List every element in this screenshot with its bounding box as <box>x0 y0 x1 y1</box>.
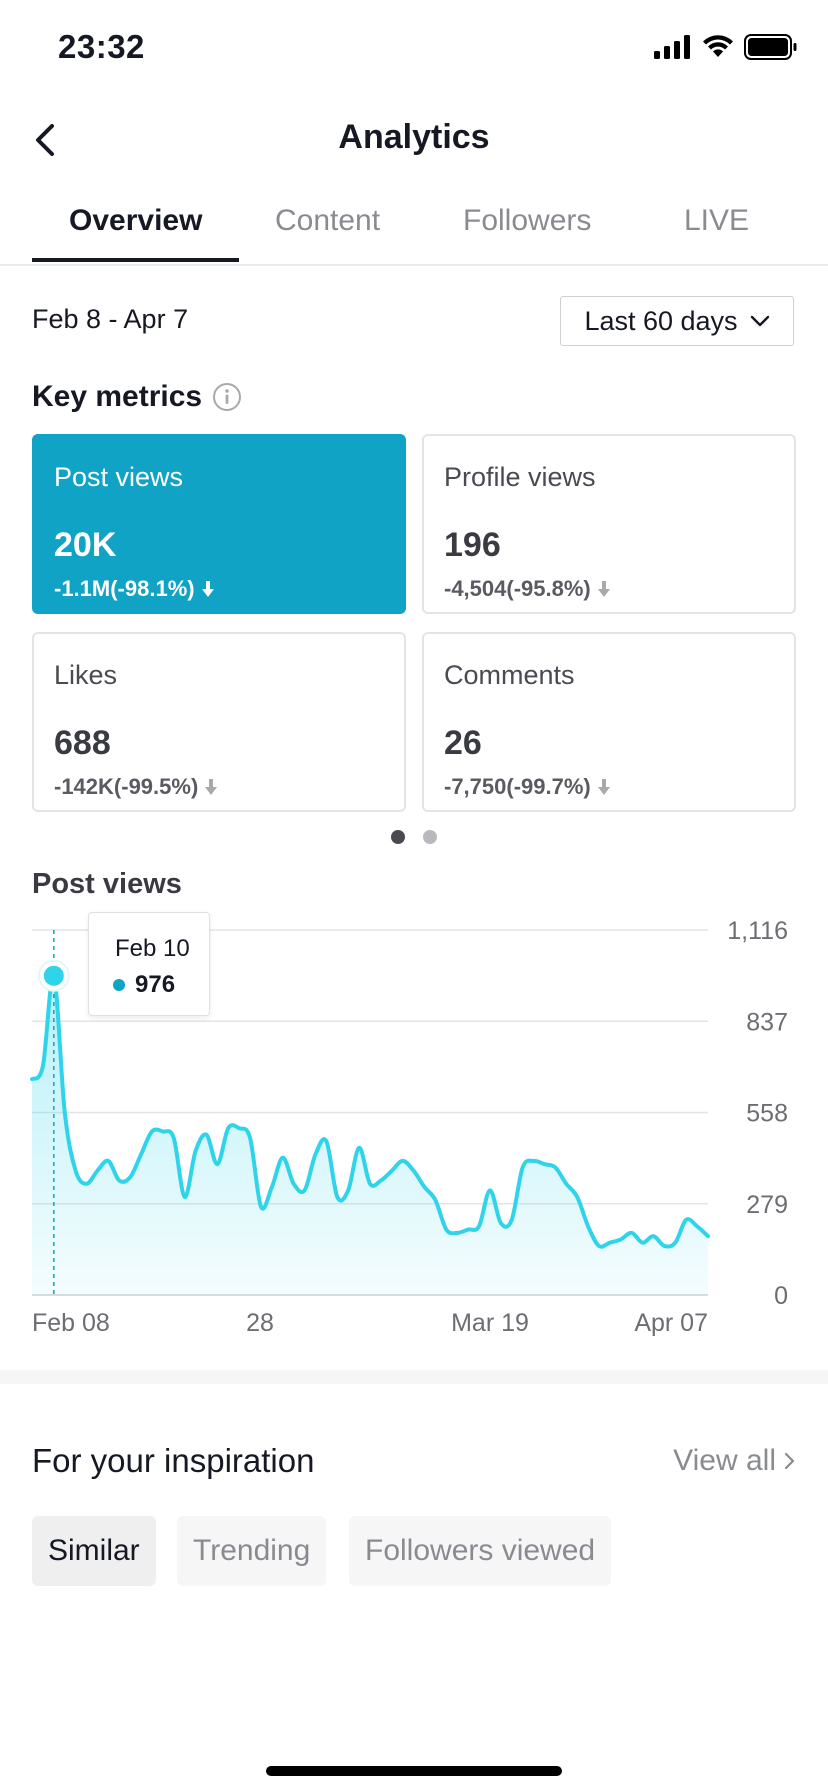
metric-value: 26 <box>444 724 482 762</box>
x-tick-label: Feb 08 <box>32 1309 110 1337</box>
metric-delta-text: -142K(-99.5%) <box>54 774 199 799</box>
tab-content[interactable]: Content <box>275 204 381 237</box>
metric-label: Post views <box>54 462 184 492</box>
metric-delta-text: -1.1M(-98.1%) <box>54 576 195 601</box>
view-all-link[interactable]: View all <box>673 1444 796 1478</box>
chip-trending[interactable]: Trending <box>177 1516 327 1586</box>
metric-value: 20K <box>54 526 117 564</box>
y-tick-label: 1,116 <box>727 917 788 945</box>
x-axis-ticks: Feb 08 28 Mar 19 Apr 07 <box>32 1309 708 1337</box>
inspiration-title: For your inspiration <box>32 1442 315 1479</box>
post-views-chart[interactable]: 1,116 837 558 279 0 Feb 08 28 Mar 19 Apr 07 <box>0 900 828 1340</box>
chevron-right-icon <box>784 1452 795 1470</box>
metric-label: Profile views <box>444 462 596 492</box>
period-selector-label: Last 60 days <box>584 305 738 336</box>
status-icons <box>654 34 798 60</box>
metric-card-profile-views[interactable]: Profile views 196 -4,504(-95.8%) <box>422 434 796 614</box>
tooltip-series-dot <box>113 979 125 991</box>
y-tick-label: 0 <box>774 1282 788 1310</box>
page-title: Analytics <box>338 118 490 156</box>
arrow-down-icon <box>597 779 610 795</box>
series-area <box>32 975 708 1295</box>
metric-delta: -1.1M(-98.1%) <box>54 576 215 602</box>
metric-delta-text: -7,750(-99.7%) <box>444 774 591 799</box>
metric-label: Comments <box>444 660 575 690</box>
x-tick-label: Apr 07 <box>634 1309 708 1337</box>
active-tab-indicator <box>32 258 239 262</box>
tab-bar: Overview Content Followers LIVE <box>0 190 828 266</box>
metric-card-comments[interactable]: Comments 26 -7,750(-99.7%) <box>422 632 796 812</box>
date-range: Feb 8 - Apr 7 <box>32 304 189 334</box>
home-indicator <box>266 1766 562 1776</box>
wifi-icon <box>703 35 733 57</box>
status-time: 23:32 <box>58 28 145 65</box>
chevron-left-icon <box>36 124 54 156</box>
cellular-signal-icon <box>654 35 690 59</box>
chart-title: Post views <box>32 868 182 900</box>
battery-icon <box>744 34 797 60</box>
metric-card-likes[interactable]: Likes 688 -142K(-99.5%) <box>32 632 406 812</box>
selected-point[interactable] <box>43 965 64 986</box>
x-tick-label: 28 <box>246 1309 274 1337</box>
period-selector[interactable]: Last 60 days <box>560 296 794 346</box>
arrow-down-icon <box>201 581 214 597</box>
info-icon[interactable] <box>212 382 242 412</box>
chip-similar[interactable]: Similar <box>32 1516 156 1586</box>
metric-card-post-views[interactable]: Post views 20K -1.1M(-98.1%) <box>32 434 406 614</box>
key-metrics-title: Key metrics <box>32 380 242 414</box>
metric-delta: -142K(-99.5%) <box>54 774 218 800</box>
series-line <box>30 973 710 1249</box>
tab-live[interactable]: LIVE <box>684 204 750 237</box>
back-button[interactable] <box>26 120 66 160</box>
tooltip-date: Feb 10 <box>115 935 190 962</box>
chip-followers-viewed[interactable]: Followers viewed <box>349 1516 612 1586</box>
pager-dot-active[interactable] <box>391 830 405 844</box>
tab-followers[interactable]: Followers <box>463 204 592 237</box>
metric-delta-text: -4,504(-95.8%) <box>444 576 591 601</box>
metric-delta: -4,504(-95.8%) <box>444 576 611 602</box>
y-tick-label: 279 <box>746 1191 788 1219</box>
section-divider <box>0 1370 828 1384</box>
tooltip-value-row: 976 <box>113 971 175 999</box>
y-tick-label: 558 <box>746 1100 788 1128</box>
metric-label: Likes <box>54 660 118 690</box>
tab-overview[interactable]: Overview <box>69 204 203 237</box>
tooltip-value: 976 <box>135 971 176 998</box>
chart-tooltip: Feb 10 976 <box>88 912 210 1016</box>
arrow-down-icon <box>205 779 218 795</box>
pager-dot[interactable] <box>423 830 437 844</box>
y-axis-ticks: 1,116 837 558 279 0 <box>727 917 788 1310</box>
metric-delta: -7,750(-99.7%) <box>444 774 611 800</box>
y-tick-label: 837 <box>746 1008 788 1036</box>
chevron-down-icon <box>750 315 769 327</box>
x-tick-label: Mar 19 <box>451 1309 529 1337</box>
metric-value: 196 <box>444 526 501 564</box>
metric-value: 688 <box>54 724 111 762</box>
view-all-label: View all <box>673 1444 776 1477</box>
key-metrics-label: Key metrics <box>32 380 203 413</box>
arrow-down-icon <box>597 581 610 597</box>
